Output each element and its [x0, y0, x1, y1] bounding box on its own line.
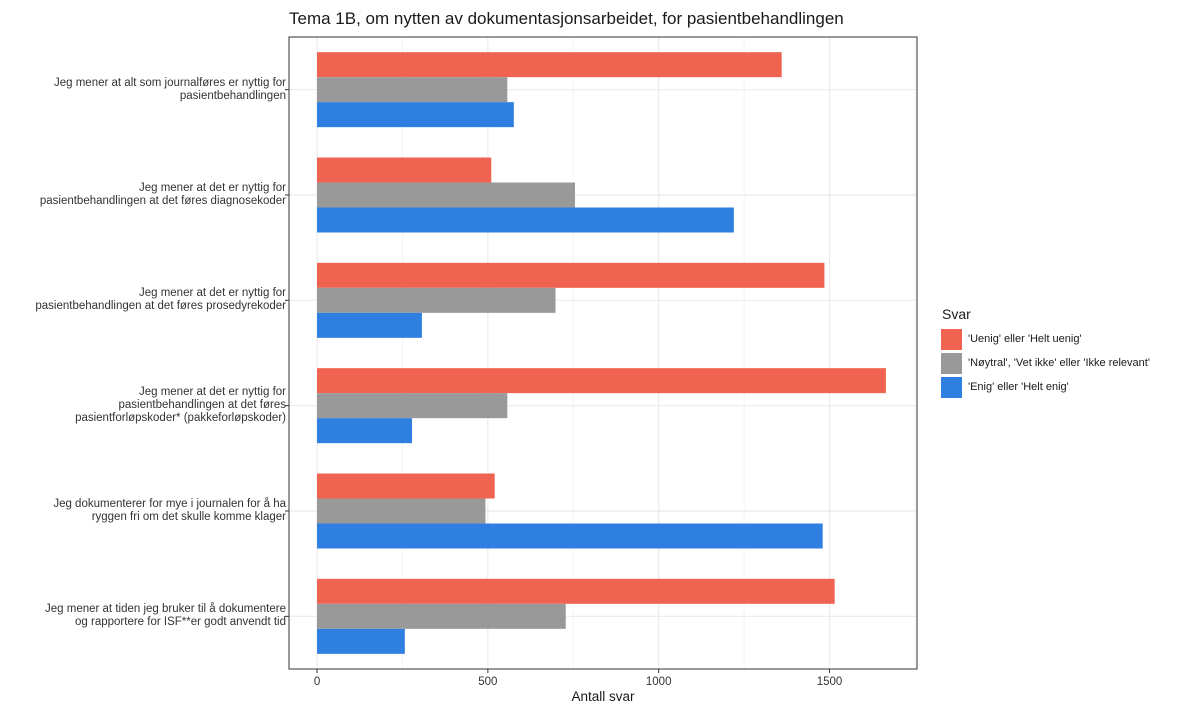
bar-3	[317, 312, 422, 338]
bar-2	[317, 603, 566, 629]
y-category-label-line: pasientbehandlingen at det føres prosedy…	[35, 300, 286, 313]
bar-1	[317, 578, 835, 604]
bar-1	[317, 157, 492, 183]
x-tick-label: 1500	[816, 676, 843, 688]
bar-1	[317, 52, 782, 78]
bar-1	[317, 473, 495, 499]
bar-1	[317, 262, 825, 288]
bar-3	[317, 102, 514, 128]
y-category-label: Jeg dokumenterer for mye i journalen for…	[0, 498, 286, 524]
bar-2	[317, 498, 486, 524]
legend-swatch	[941, 376, 962, 398]
bar-2	[317, 77, 508, 103]
legend-label: 'Uenig' eller 'Helt uenig'	[968, 333, 1082, 345]
y-category-label-line: ryggen fri om det skulle komme klager	[91, 511, 286, 523]
legend-item: 'Nøytral', 'Vet ikke' eller 'Ikke releva…	[941, 352, 1150, 374]
y-category-label-line: og rapportere for ISF**er godt anvendt t…	[75, 616, 286, 629]
y-category-label-line: pasientbehandlingen at det føres	[118, 399, 286, 412]
y-category-label-line: pasientforløpskoder* (pakkeforløpskoder)	[75, 412, 286, 425]
bar-2	[317, 393, 508, 419]
chart-title: Tema 1B, om nytten av dokumentasjonsarbe…	[289, 9, 844, 28]
legend-swatch	[941, 352, 962, 374]
x-tick-label: 0	[313, 676, 321, 688]
x-tick-label: 1000	[645, 676, 672, 688]
y-category-label: Jeg mener at det er nyttig for pasientbeh…	[0, 182, 286, 208]
legend-item: 'Uenig' eller 'Helt uenig'	[941, 328, 1082, 350]
x-axis-title: Antall svar	[571, 689, 635, 704]
legend-label: 'Enig' eller 'Helt enig'	[968, 381, 1069, 393]
bar-3	[317, 207, 734, 233]
x-tick-label: 500	[478, 676, 498, 688]
legend-label: 'Nøytral', 'Vet ikke' eller 'Ikke releva…	[968, 357, 1150, 369]
legend-item: 'Enig' eller 'Helt enig'	[941, 376, 1069, 398]
bar-3	[317, 418, 413, 444]
y-category-label-line: Jeg mener at tiden jeg bruker til å doku…	[45, 603, 286, 616]
bar-1	[317, 368, 886, 394]
bar-2	[317, 182, 575, 208]
bar-3	[317, 523, 823, 549]
y-category-label-line: Jeg mener at alt som journalføres er nyt…	[53, 76, 286, 89]
bar-3	[317, 628, 405, 654]
legend-title: Svar	[942, 306, 971, 322]
y-category-label: Jeg mener at det er nyttig for pasientbeh…	[0, 386, 286, 425]
legend-swatch	[941, 328, 962, 350]
y-category-label-line: Jeg dokumenterer for mye i journalen for…	[53, 498, 286, 510]
bar-2	[317, 287, 556, 313]
y-category-label: Jeg mener at tiden jeg bruker til å doku…	[0, 603, 286, 629]
y-category-label-line: Jeg mener at det er nyttig for	[138, 386, 286, 399]
y-category-label-line: Jeg mener at det er nyttig for	[138, 182, 286, 194]
y-category-label: Jeg mener at alt som journalføres er nyt…	[0, 77, 286, 103]
y-category-label-line: Jeg mener at det er nyttig for	[138, 287, 286, 300]
plot-panel-border	[288, 36, 918, 670]
y-category-label: Jeg mener at det er nyttig for pasientbeh…	[0, 287, 286, 313]
y-category-label-line: pasientbehandlingen	[179, 89, 286, 102]
y-category-label-line: pasientbehandlingen at det føres diagnos…	[39, 195, 286, 207]
